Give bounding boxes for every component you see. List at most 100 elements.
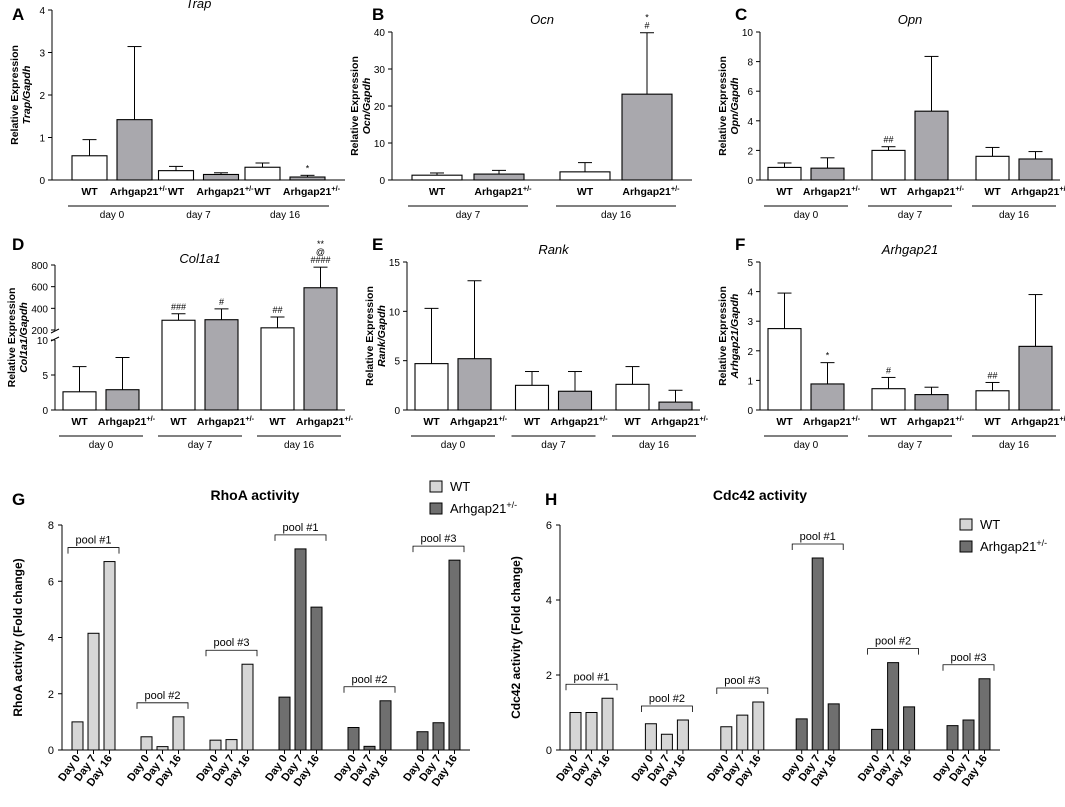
- panel-e-xtick-label: WT: [524, 416, 541, 428]
- panel-a-group-label: day 7: [186, 210, 211, 221]
- panel-b-bar: [559, 171, 611, 181]
- panel-d-group-label: day 0: [89, 440, 114, 451]
- panel-b-bar: [621, 93, 673, 181]
- panel-g-ytick-label: 0: [48, 745, 54, 757]
- panel-h-bar: [569, 712, 582, 751]
- panel-g-bar: [448, 559, 461, 751]
- panel-g-letter: G: [12, 490, 25, 509]
- panel-d-significance: ** @ ####: [310, 239, 330, 265]
- panel-a-ytick-label: 2: [39, 91, 45, 102]
- panel-b-ylabel: Relative Expression: [349, 56, 361, 156]
- panel-b-ytick-label: 30: [374, 65, 386, 76]
- panel-h-bar: [887, 662, 900, 751]
- panel-g-bar: [225, 739, 238, 751]
- panel-f-xtick-label: Arhgap21+/-: [1011, 414, 1065, 428]
- panel-d-significance: ###: [171, 302, 186, 312]
- panel-h-bar: [720, 726, 733, 751]
- panel-d-letter: D: [12, 235, 24, 254]
- panel-e-bar: [414, 363, 449, 411]
- panel-f-group-label: day 0: [794, 440, 819, 451]
- panel-d-significance: ##: [272, 305, 282, 315]
- panel-f-bar: [1018, 345, 1053, 411]
- panel-h-bar: [601, 697, 614, 751]
- panel-e-ytick-label: 5: [394, 357, 400, 368]
- panel-f-ytick-label: 3: [747, 317, 753, 328]
- panel-g-bar: [432, 722, 445, 751]
- panel-e-title: Rank: [538, 242, 570, 257]
- panel-h-pool-label: pool #1: [573, 671, 609, 683]
- panel-h-bar: [811, 557, 824, 751]
- panel-e-xtick-label: WT: [624, 416, 641, 428]
- panel-h-bar: [736, 714, 749, 751]
- panel-a-letter: A: [12, 5, 24, 24]
- panel-h-letter: H: [545, 490, 557, 509]
- panel-f-significance: *: [826, 351, 830, 361]
- panel-a-bar: [202, 173, 240, 181]
- panel-b-ytick-label: 10: [374, 139, 386, 150]
- panel-d-title: Col1a1: [179, 251, 220, 266]
- panel-e-xtick-label: Arhgap21+/-: [651, 414, 709, 428]
- panel-c-significance: ##: [883, 135, 893, 145]
- panel-a-ytick-label: 0: [39, 176, 45, 187]
- panel-h-bar: [827, 703, 840, 751]
- panel-a-xtick-label: Arhgap21+/-: [283, 184, 341, 198]
- panel-e-xtick-label: Arhgap21+/-: [550, 414, 608, 428]
- panel-b-xtick-label: Arhgap21+/-: [622, 184, 680, 198]
- panel-d-xtick-label: Arhgap21+/-: [296, 414, 354, 428]
- panel-h-bar: [871, 728, 884, 751]
- panel-g-pool-bracket: [205, 649, 258, 657]
- panel-a-ytick-label: 1: [39, 134, 45, 145]
- panel-d-xtick-label: WT: [170, 416, 187, 428]
- panel-f-title: Arhgap21: [881, 242, 938, 257]
- panel-d-bar: [62, 391, 97, 411]
- panel-b-ytick-label: 20: [374, 102, 386, 113]
- panel-f-significance: #: [886, 365, 891, 375]
- panel-b-title: Ocn: [530, 12, 554, 27]
- panel-h-bar: [752, 701, 765, 751]
- panel-e-ytick-label: 15: [389, 258, 401, 269]
- panel-f-ytick-label: 1: [747, 376, 753, 387]
- panel-a-title: Trap: [186, 0, 212, 11]
- panel-g-title: RhoA activity: [211, 487, 300, 503]
- panel-b-ytick-label: 0: [379, 176, 385, 187]
- panel-h-pool-bracket: [867, 648, 919, 655]
- panel-g-pool-bracket: [412, 545, 465, 553]
- panel-c-ylabel: Relative Expression: [717, 56, 729, 156]
- panel-h-pool-label: pool #3: [724, 675, 760, 687]
- panel-h-bar: [676, 719, 689, 751]
- panel-b-xtick-label: WT: [429, 186, 446, 198]
- panel-h-bar: [795, 718, 808, 751]
- panel-f-ytick-label: 2: [747, 347, 753, 358]
- panel-d-bar: [105, 389, 140, 411]
- panel-b-ytick-label: 40: [374, 28, 386, 39]
- panel-c-group-label: day 0: [794, 210, 819, 221]
- panel-c-xtick-label: Arhgap21+/-: [1011, 184, 1065, 198]
- panel-d-ylabel: Relative Expression: [6, 288, 18, 388]
- panel-d-ytick-label: 400: [31, 304, 48, 315]
- panel-g-pool-label: pool #3: [213, 637, 249, 649]
- panel-e-group-label: day 0: [441, 440, 466, 451]
- panel-f-xtick-label: Arhgap21+/-: [803, 414, 861, 428]
- panel-d-ytick-label: 800: [31, 261, 48, 272]
- panel-f-xtick-label: WT: [984, 416, 1001, 428]
- panel-d-ytick-label: 5: [42, 371, 48, 382]
- panel-f-bar: [914, 394, 949, 411]
- panel-d-ytick-label: 10: [37, 336, 49, 347]
- panel-a-ytick-label: 4: [39, 6, 45, 17]
- panel-d-axis-break: [50, 328, 60, 334]
- panel-e-ylabel: Relative Expression: [364, 286, 376, 386]
- panel-c-xtick-label: Arhgap21+/-: [803, 184, 861, 198]
- panel-c-ylabel-sub: Opn/Gapdh: [729, 77, 741, 134]
- panel-g-bar: [209, 739, 222, 751]
- panel-f-group-label: day 16: [999, 440, 1029, 451]
- panel-c-bar: [767, 166, 802, 181]
- panel-h-ytick-label: 0: [546, 745, 552, 757]
- panel-a-significance: *: [306, 163, 310, 173]
- panel-h-pool-bracket: [565, 683, 618, 691]
- panel-b-bar: [473, 173, 525, 181]
- panel-d-group-label: day 7: [188, 440, 213, 451]
- panel-a-bar: [157, 170, 195, 181]
- panel-a-ylabel-sub: Trap/Gapdh: [21, 66, 33, 125]
- panel-g-pool-bracket: [67, 547, 120, 554]
